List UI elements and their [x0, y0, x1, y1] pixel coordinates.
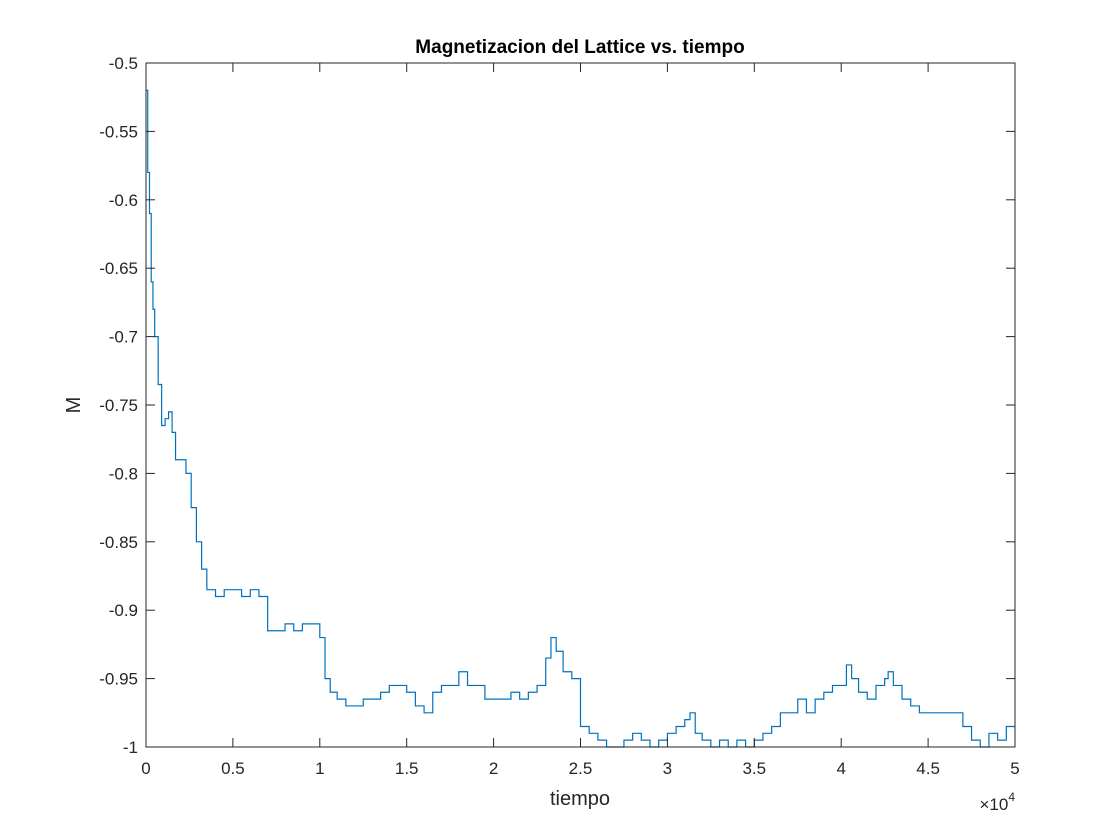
x-axis-exponent: ×104: [979, 790, 1015, 814]
y-tick-label: -1: [123, 738, 138, 757]
x-tick-label: 0: [141, 759, 150, 778]
x-axis-exponent-power: 4: [1008, 790, 1015, 804]
x-tick-label: 2: [489, 759, 498, 778]
y-tick-label: -0.65: [99, 259, 138, 278]
y-tick-label: -0.6: [109, 191, 138, 210]
series-line: [146, 89, 1015, 748]
x-tick-label: 4.5: [916, 759, 940, 778]
x-tick-label: 2.5: [569, 759, 593, 778]
y-tick-label: -0.7: [109, 328, 138, 347]
y-tick-label: -0.8: [109, 464, 138, 483]
x-tick-label: 4: [836, 759, 845, 778]
y-tick-label: -0.9: [109, 601, 138, 620]
x-tick-label: 3.5: [742, 759, 766, 778]
y-axis-ticks: -1 -0.95 -0.9 -0.85 -0.8 -0.75 -0.7 -0.65 -0.6 -0…: [99, 54, 1015, 757]
y-tick-label: -0.95: [99, 670, 138, 689]
chart-title: Magnetizacion del Lattice vs. tiempo: [415, 37, 744, 58]
x-tick-label: 1.5: [395, 759, 419, 778]
plot-area: [146, 63, 1015, 747]
x-axis-ticks: 0 0.5 1 1.5 2 2.5 3 3.5 4 4.5 5: [141, 63, 1020, 778]
x-tick-label: 5: [1010, 759, 1019, 778]
x-tick-label: 1: [315, 759, 324, 778]
y-tick-label: -0.85: [99, 533, 138, 552]
x-axis-label: tiempo: [550, 788, 610, 810]
series-layer: [146, 89, 1015, 748]
y-axis-label: M: [63, 397, 85, 414]
y-tick-label: -0.55: [99, 122, 138, 141]
y-tick-label: -0.75: [99, 396, 138, 415]
x-tick-label: 3: [663, 759, 672, 778]
x-tick-label: 0.5: [221, 759, 245, 778]
y-tick-label: -0.5: [109, 54, 138, 73]
x-axis-exponent-multiplier: ×10: [979, 795, 1008, 814]
